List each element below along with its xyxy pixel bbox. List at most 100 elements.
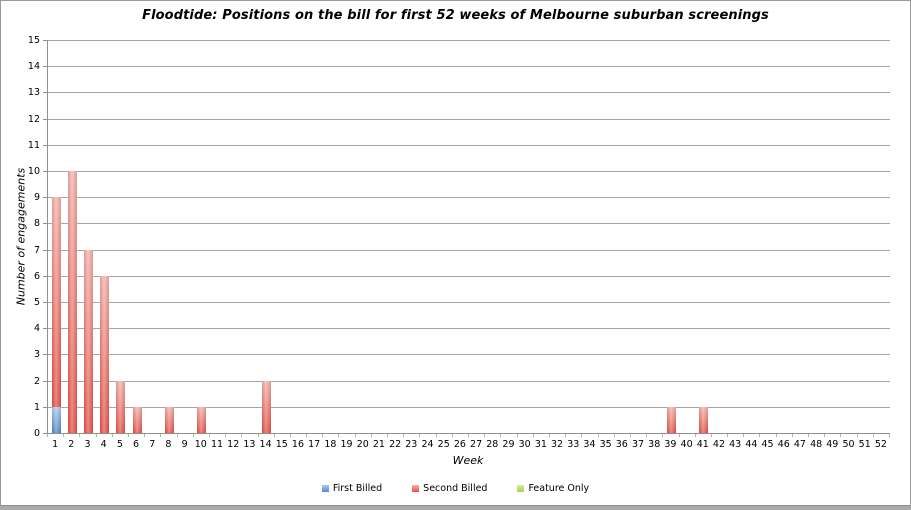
x-axis-tick — [79, 434, 81, 437]
legend-item-feature-only: Feature Only — [517, 483, 589, 494]
x-axis-tick — [289, 434, 291, 437]
bar-second-billed-week-39 — [666, 406, 676, 433]
x-tick-label: 32 — [551, 439, 564, 450]
y-tick-label: 3 — [33, 349, 40, 361]
bar-second-billed-week-2 — [67, 171, 77, 433]
x-axis-tick — [759, 434, 761, 437]
x-axis-tick — [727, 434, 729, 437]
x-tick-label: 45 — [761, 439, 774, 450]
y-tick-label: 11 — [27, 139, 40, 151]
gridline — [48, 328, 890, 330]
legend-label: Feature Only — [528, 483, 590, 494]
y-tick-label: 4 — [33, 323, 40, 335]
x-axis-tick — [111, 434, 113, 437]
x-tick-label: 2 — [68, 439, 75, 450]
x-axis-tick — [322, 434, 324, 437]
y-axis-tick — [43, 406, 47, 408]
legend-item-first-billed: First Billed — [321, 483, 382, 494]
x-axis-tick — [646, 434, 648, 437]
x-axis-tick — [451, 434, 453, 437]
gridline — [48, 40, 890, 41]
x-axis-tick — [840, 434, 842, 437]
x-axis-tick — [370, 434, 372, 437]
x-axis-tick — [387, 434, 389, 437]
y-axis-tick — [43, 144, 47, 146]
y-axis-tick — [43, 302, 47, 303]
x-axis-tick — [95, 434, 97, 437]
x-axis-tick — [824, 434, 826, 437]
y-axis-tick — [43, 328, 47, 330]
gridline — [48, 66, 890, 68]
x-tick-label: 38 — [648, 439, 661, 450]
x-axis-tick — [468, 434, 469, 437]
x-axis-tick — [678, 434, 680, 437]
x-tick-label: 13 — [243, 439, 256, 450]
x-tick-label: 10 — [194, 439, 207, 450]
y-axis-tick — [43, 433, 47, 434]
y-tick-label: 9 — [33, 192, 40, 204]
legend-item-second-billed: Second Billed — [412, 483, 487, 494]
x-axis-tick — [127, 434, 129, 437]
x-axis-tick — [743, 434, 745, 437]
x-tick-label: 16 — [291, 439, 305, 450]
x-axis-tick — [775, 434, 777, 437]
x-tick-label: 26 — [453, 439, 466, 450]
x-axis-tick — [403, 434, 405, 437]
legend-swatch-second-billed — [412, 485, 420, 492]
x-tick-label: 41 — [696, 439, 709, 450]
x-axis-tick — [516, 434, 518, 437]
x-axis-tick — [710, 434, 712, 437]
x-tick-label: 17 — [308, 439, 321, 450]
y-axis-tick — [43, 249, 47, 251]
x-tick-label: 34 — [583, 439, 596, 450]
bar-second-billed-week-4 — [100, 275, 110, 433]
x-axis-tick — [694, 434, 696, 437]
y-tick-label: 6 — [33, 270, 40, 282]
gridline — [48, 171, 890, 172]
x-axis-tick — [889, 434, 890, 437]
x-axis-tick — [872, 434, 874, 437]
x-tick-label: 27 — [470, 439, 483, 450]
x-tick-label: 39 — [664, 439, 677, 450]
y-tick-label: 1 — [33, 401, 40, 413]
x-tick-label: 4 — [100, 439, 107, 450]
x-tick-label: 23 — [405, 439, 418, 450]
chart-title: Floodtide: Positions on the bill for fir… — [142, 8, 769, 23]
x-tick-label: 3 — [84, 439, 91, 450]
gridline — [48, 275, 890, 277]
bar-second-billed-week-10 — [197, 406, 207, 433]
x-axis-tick — [662, 434, 664, 437]
bar-second-billed-week-41 — [699, 406, 709, 433]
y-tick-label: 12 — [27, 113, 40, 125]
x-axis-tick — [257, 434, 259, 437]
legend-swatch-first-billed — [321, 485, 329, 492]
x-tick-label: 28 — [486, 439, 499, 450]
x-axis-tick — [241, 434, 243, 437]
window-bottom-edge — [0, 505, 911, 510]
x-axis-tick — [435, 434, 437, 437]
bar-second-billed-week-1 — [51, 197, 61, 407]
gridline — [48, 302, 890, 303]
y-axis-tick — [43, 354, 47, 356]
y-axis-tick — [43, 197, 47, 199]
x-tick-label: 37 — [631, 439, 645, 450]
gridline — [48, 354, 890, 356]
gridline — [48, 118, 890, 120]
x-tick-label: 46 — [777, 439, 790, 450]
x-axis-tick — [791, 434, 793, 437]
x-tick-label: 36 — [615, 439, 628, 450]
y-tick-label: 13 — [27, 87, 40, 99]
x-tick-label: 12 — [227, 439, 240, 450]
x-tick-label: 9 — [181, 439, 188, 450]
x-tick-label: 8 — [165, 439, 172, 450]
x-tick-label: 40 — [680, 439, 693, 450]
x-axis-tick — [419, 434, 421, 437]
y-axis-tick — [43, 275, 47, 277]
y-tick-label: 2 — [33, 375, 40, 387]
legend: First Billed Second Billed Feature Only — [0, 483, 911, 494]
x-tick-label: 47 — [793, 439, 806, 450]
x-tick-label: 1 — [52, 439, 59, 450]
gridline — [48, 380, 890, 382]
x-axis-title: Week — [452, 454, 484, 467]
x-tick-label: 44 — [745, 439, 758, 450]
